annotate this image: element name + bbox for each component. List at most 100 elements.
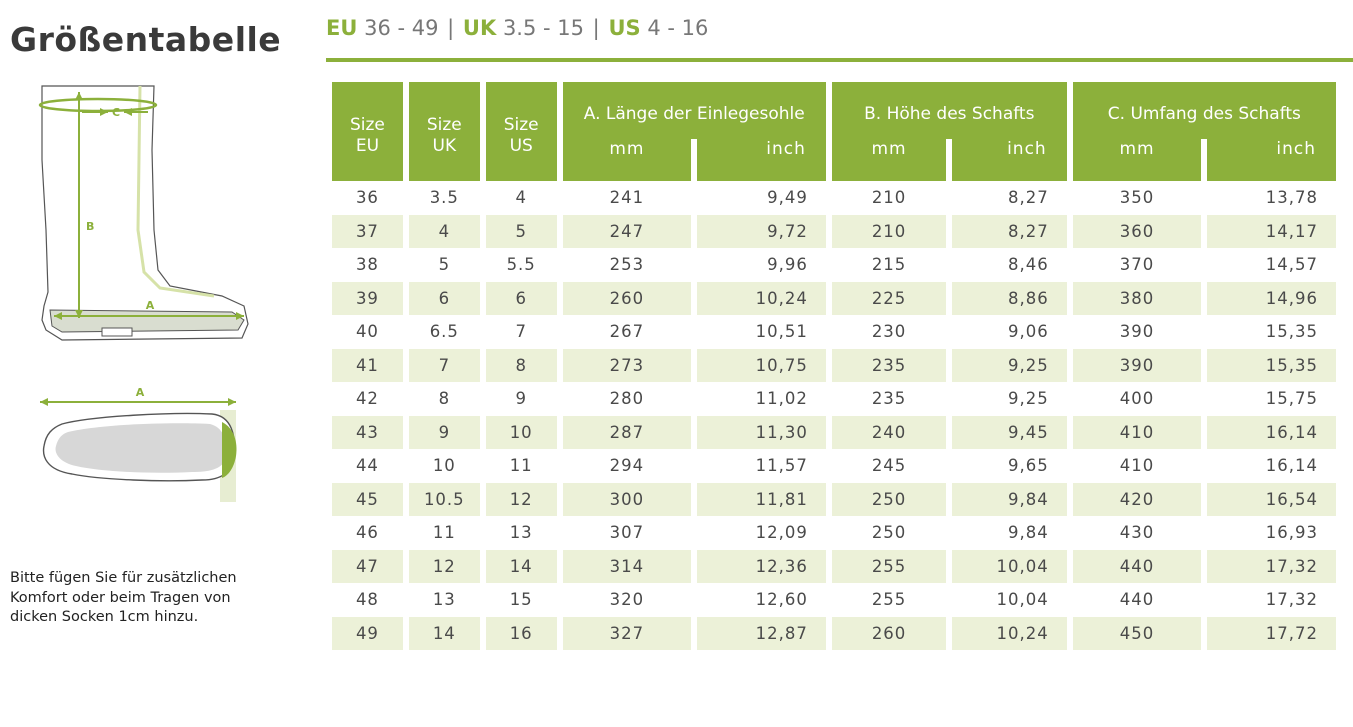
size-uk-cell: 6.5 xyxy=(429,322,459,342)
insole-mm-cell: 247 xyxy=(562,214,692,248)
size-uk-cell: 7 xyxy=(408,348,480,382)
shaft-circ-inch-cell: 15,35 xyxy=(1265,322,1318,342)
size-us-cell: 16 xyxy=(485,616,557,650)
size-eu-cell: 38 xyxy=(355,255,379,275)
shaft-circ-inch-cell: 15,75 xyxy=(1265,389,1318,409)
shaft-circ-mm-cell: 370 xyxy=(1119,255,1155,275)
table-row: 47 12 14 314 12,36 255 10,04 440 17,32 xyxy=(332,549,1336,583)
size-uk-cell: 11 xyxy=(432,523,456,543)
shaft-circ-inch-cell: 13,78 xyxy=(1265,188,1318,208)
shaft-circ-mm-cell: 420 xyxy=(1072,482,1202,516)
shaft-height-mm-cell: 210 xyxy=(871,188,907,208)
shaft-circ-inch-cell: 16,93 xyxy=(1265,523,1318,543)
size-us-cell: 14 xyxy=(485,549,557,583)
unit-header: inch xyxy=(697,138,826,181)
size-uk-cell: 8 xyxy=(438,389,451,409)
insole-mm-cell: 300 xyxy=(562,482,692,516)
insole-inch-cell: 11,30 xyxy=(697,415,826,449)
shaft-height-mm-cell: 250 xyxy=(871,523,907,543)
shaft-circ-mm-cell: 380 xyxy=(1072,281,1202,315)
shaft-height-mm-cell: 215 xyxy=(871,255,907,275)
header-size-us: Size US xyxy=(485,82,557,181)
title-divider xyxy=(326,58,1353,62)
size-note: Bitte fügen Sie für zusätzlichen Komfort… xyxy=(10,570,237,625)
insole-inch-cell: 10,75 xyxy=(697,348,826,382)
header-size-eu: Size EU xyxy=(332,82,403,181)
size-eu-cell: 49 xyxy=(332,616,403,650)
range-us-key: US xyxy=(608,16,641,40)
shaft-height-mm-cell: 240 xyxy=(831,415,947,449)
shaft-height-mm-cell: 255 xyxy=(871,590,907,610)
shaft-circ-mm-cell: 390 xyxy=(1072,348,1202,382)
size-us-cell: 5.5 xyxy=(506,255,536,275)
shaft-circ-inch-cell: 17,72 xyxy=(1207,616,1336,650)
unit-header: mm xyxy=(1072,138,1202,181)
size-us-cell: 4 xyxy=(515,188,527,208)
size-uk-cell: 9 xyxy=(408,415,480,449)
insole-mm-cell: 320 xyxy=(609,590,645,610)
size-eu-cell: 43 xyxy=(332,415,403,449)
shaft-circ-mm-cell: 400 xyxy=(1119,389,1155,409)
table-row: 36 3.5 4 241 9,49 210 8,27 350 13,78 xyxy=(332,181,1336,215)
size-us-cell: 10 xyxy=(485,415,557,449)
size-us-cell: 7 xyxy=(515,322,527,342)
shaft-circ-mm-cell: 440 xyxy=(1119,590,1155,610)
size-us-cell: 13 xyxy=(509,523,533,543)
page-title: Größentabelle xyxy=(10,20,282,59)
size-us-cell: 11 xyxy=(509,456,533,476)
shaft-height-mm-cell: 230 xyxy=(871,322,907,342)
insole-mm-cell: 253 xyxy=(609,255,645,275)
shaft-height-mm-cell: 245 xyxy=(871,456,907,476)
shaft-height-inch-cell: 10,24 xyxy=(952,616,1067,650)
size-uk-cell: 13 xyxy=(432,590,456,610)
insole-inch-cell: 9,49 xyxy=(767,188,808,208)
insole-mm-cell: 273 xyxy=(562,348,692,382)
shaft-height-mm-cell: 250 xyxy=(831,482,947,516)
shaft-height-inch-cell: 10,04 xyxy=(996,590,1049,610)
insole-inch-cell: 11,57 xyxy=(755,456,808,476)
range-separator: | xyxy=(447,16,455,40)
size-us-cell: 12 xyxy=(485,482,557,516)
shaft-height-inch-cell: 8,46 xyxy=(1007,255,1049,275)
shaft-height-inch-cell: 9,06 xyxy=(1007,322,1049,342)
size-uk-cell: 12 xyxy=(408,549,480,583)
insole-inch-cell: 10,24 xyxy=(697,281,826,315)
size-us-cell: 5 xyxy=(485,214,557,248)
size-uk-cell: 3.5 xyxy=(429,188,459,208)
insole-inch-cell: 11,02 xyxy=(755,389,808,409)
insole-inch-cell: 11,81 xyxy=(697,482,826,516)
shaft-height-inch-cell: 9,65 xyxy=(1007,456,1049,476)
insole-mm-cell: 260 xyxy=(562,281,692,315)
table-row: 49 14 16 327 12,87 260 10,24 450 17,72 xyxy=(332,616,1336,650)
insole-mm-cell: 314 xyxy=(562,549,692,583)
boot-sole-diagram: A xyxy=(40,386,237,502)
shaft-height-mm-cell: 210 xyxy=(831,214,947,248)
table-row: 38 5 5.5 253 9,96 215 8,46 370 14,57 xyxy=(332,248,1336,282)
insole-mm-cell: 287 xyxy=(562,415,692,449)
size-eu-cell: 46 xyxy=(355,523,379,543)
size-uk-cell: 5 xyxy=(438,255,451,275)
shaft-circ-inch-cell: 17,32 xyxy=(1265,590,1318,610)
header-shaft-height: B. Höhe des Schafts xyxy=(831,82,1067,139)
shaft-height-inch-cell: 9,25 xyxy=(952,348,1067,382)
table-row: 37 4 5 247 9,72 210 8,27 360 14,17 xyxy=(332,214,1336,248)
shaft-circ-mm-cell: 410 xyxy=(1119,456,1155,476)
shaft-height-inch-cell: 9,84 xyxy=(1007,523,1049,543)
size-eu-cell: 41 xyxy=(332,348,403,382)
header-insole-length: A. Länge der Einlegesohle xyxy=(562,82,826,139)
size-eu-cell: 39 xyxy=(332,281,403,315)
size-us-cell: 9 xyxy=(515,389,527,409)
table-row: 48 13 15 320 12,60 255 10,04 440 17,32 xyxy=(332,583,1336,617)
shaft-circ-inch-cell: 14,96 xyxy=(1207,281,1336,315)
label-a: A xyxy=(146,299,155,312)
size-eu-cell: 36 xyxy=(355,188,379,208)
unit-header: inch xyxy=(952,138,1067,181)
shaft-circ-mm-cell: 390 xyxy=(1119,322,1155,342)
size-uk-cell: 10 xyxy=(432,456,456,476)
range-uk-key: UK xyxy=(462,16,497,40)
insole-mm-cell: 294 xyxy=(609,456,645,476)
shaft-height-mm-cell: 235 xyxy=(871,389,907,409)
shaft-height-mm-cell: 255 xyxy=(831,549,947,583)
range-us-value: 4 - 16 xyxy=(647,16,709,40)
shaft-circ-mm-cell: 350 xyxy=(1119,188,1155,208)
